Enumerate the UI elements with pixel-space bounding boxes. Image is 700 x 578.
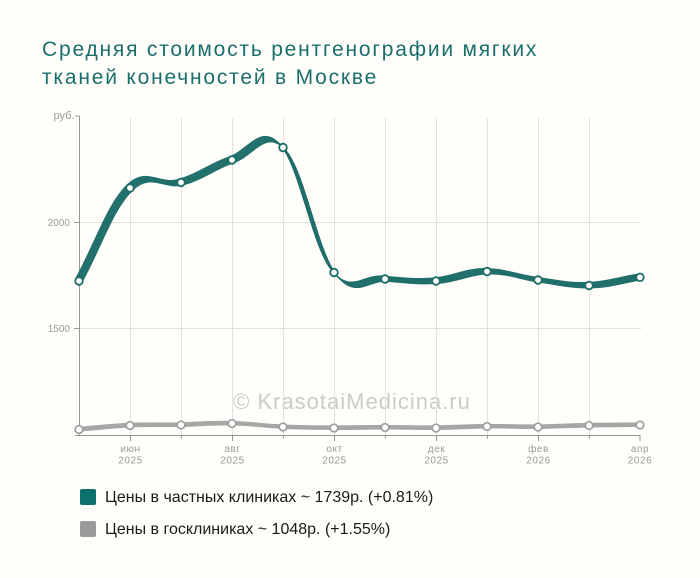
- svg-text:2025: 2025: [118, 456, 142, 467]
- svg-text:2026: 2026: [628, 456, 652, 467]
- svg-text:окт: окт: [326, 444, 342, 455]
- svg-text:1500: 1500: [48, 324, 71, 335]
- svg-text:2025: 2025: [322, 456, 346, 467]
- svg-text:авг: авг: [224, 444, 240, 455]
- svg-text:июн: июн: [120, 444, 140, 455]
- svg-text:руб.: руб.: [54, 110, 75, 122]
- svg-text:2025: 2025: [424, 456, 448, 467]
- svg-text:2026: 2026: [526, 456, 550, 467]
- svg-text:2025: 2025: [220, 456, 244, 467]
- svg-text:фев: фев: [528, 443, 549, 455]
- svg-text:апр: апр: [631, 444, 649, 455]
- svg-text:дек: дек: [428, 444, 445, 455]
- svg-text:2000: 2000: [48, 218, 71, 229]
